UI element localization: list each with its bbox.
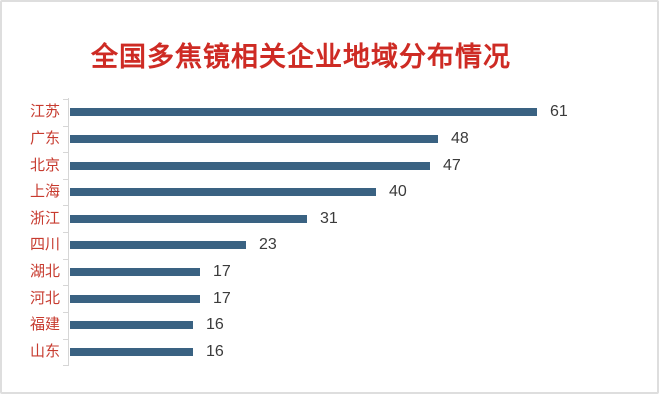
value-label: 31 xyxy=(320,210,338,227)
axis-tick xyxy=(63,126,69,127)
category-label: 江苏 xyxy=(29,103,60,120)
bar[interactable] xyxy=(70,295,200,303)
bar[interactable] xyxy=(70,321,193,329)
axis-tick xyxy=(63,259,69,260)
category-label: 广东 xyxy=(29,130,60,147)
bar[interactable] xyxy=(70,135,438,143)
bar[interactable] xyxy=(70,108,537,116)
bar-chart: 全国多焦镜相关企业地域分布情况 江苏 61 广东 48 北京 47 上海 40 浙江 31 四川 23… xyxy=(2,2,657,392)
category-label: 北京 xyxy=(29,157,60,174)
bar[interactable] xyxy=(70,188,376,196)
bar[interactable] xyxy=(70,241,246,249)
category-label: 福建 xyxy=(29,316,60,333)
value-label: 23 xyxy=(259,236,277,253)
axis-tick xyxy=(63,99,69,100)
chart-card: 全国多焦镜相关企业地域分布情况 江苏 61 广东 48 北京 47 上海 40 浙江 31 四川 23… xyxy=(0,0,659,394)
value-label: 40 xyxy=(389,183,407,200)
value-label: 17 xyxy=(213,290,231,307)
axis-tick xyxy=(63,285,69,286)
category-label: 四川 xyxy=(29,236,60,253)
axis-tick xyxy=(63,339,69,340)
bar[interactable] xyxy=(70,215,307,223)
category-label: 上海 xyxy=(29,183,60,200)
chart-title: 全国多焦镜相关企业地域分布情况 xyxy=(91,42,511,72)
category-label: 山东 xyxy=(29,343,60,360)
axis-tick xyxy=(63,312,69,313)
value-label: 47 xyxy=(443,157,461,174)
bar[interactable] xyxy=(70,268,200,276)
value-label: 17 xyxy=(213,263,231,280)
bar[interactable] xyxy=(70,348,193,356)
axis-tick xyxy=(63,179,69,180)
value-label: 61 xyxy=(550,103,568,120)
value-label: 16 xyxy=(206,343,224,360)
bar[interactable] xyxy=(70,162,430,170)
value-label: 48 xyxy=(451,130,469,147)
axis-tick xyxy=(63,365,69,366)
axis-tick xyxy=(63,152,69,153)
axis-tick xyxy=(63,232,69,233)
value-label: 16 xyxy=(206,316,224,333)
category-label: 河北 xyxy=(29,290,60,307)
axis-tick xyxy=(63,205,69,206)
category-label: 浙江 xyxy=(29,210,60,227)
category-label: 湖北 xyxy=(29,263,60,280)
